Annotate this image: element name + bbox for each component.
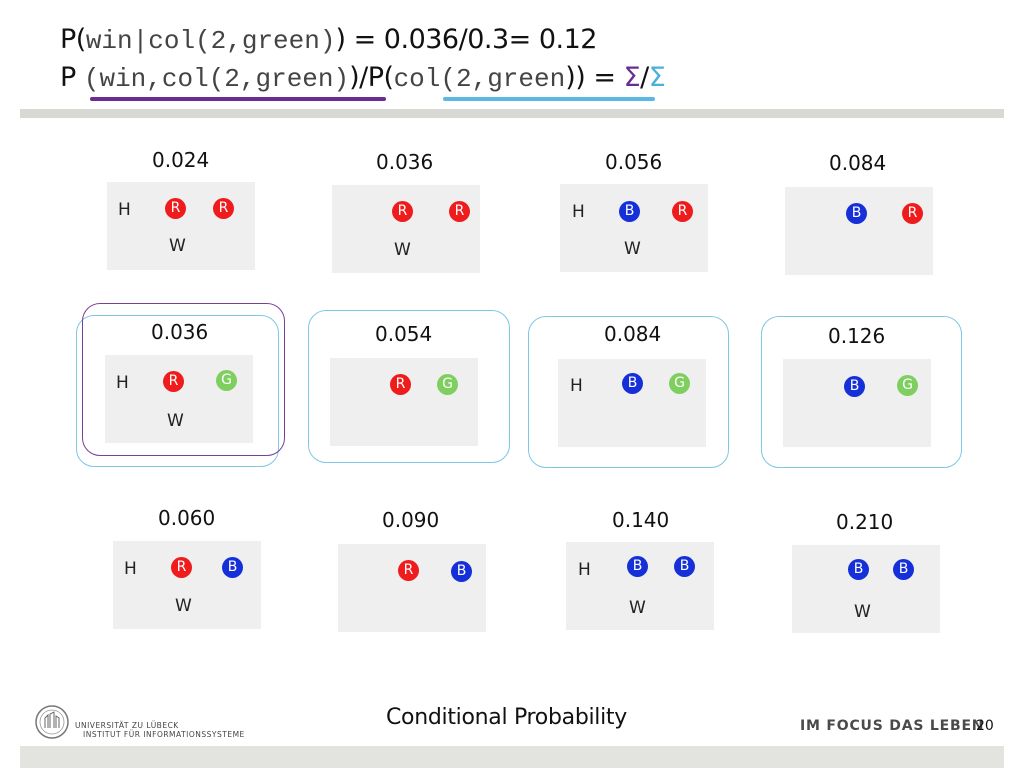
- equation-line-1: P(win|col(2,green)) = 0.036/0.3= 0.12: [60, 24, 597, 56]
- equation-line-2: P (win,col(2,green))/P(col(2,green)) = Σ…: [60, 62, 666, 94]
- ball-red: R: [672, 201, 693, 222]
- university-seal-icon: [35, 705, 69, 739]
- prob-label: 0.056: [605, 150, 663, 174]
- ball-red: R: [171, 557, 192, 578]
- footer-bar: [20, 746, 1004, 768]
- header-divider: [20, 109, 1004, 118]
- eq2-equals: =: [585, 62, 624, 93]
- prob-label: 0.036: [151, 320, 209, 344]
- eq2-p: P: [60, 62, 84, 93]
- eq2-marginal: col(2,green: [393, 64, 566, 94]
- eq1-result: = 0.036/0.3= 0.12: [345, 24, 598, 55]
- marginal-underline: [443, 97, 655, 101]
- sigma-blue: Σ: [648, 62, 666, 93]
- highlight-green-cell-4: [761, 316, 962, 468]
- prob-label: 0.140: [612, 508, 670, 532]
- ball-green: G: [216, 370, 237, 391]
- highlight-green-cell-2: [308, 310, 510, 463]
- eq1-close: ): [335, 24, 346, 55]
- university-motto: IM FOCUS DAS LEBEN: [800, 718, 985, 734]
- w-label: W: [394, 240, 411, 260]
- ball-blue: B: [893, 559, 914, 580]
- sigma-purple: Σ: [623, 62, 641, 93]
- joint-underline: [90, 97, 386, 101]
- highlight-green-cell-3: [528, 316, 729, 468]
- prob-label: 0.084: [604, 322, 662, 346]
- h-label: H: [572, 202, 585, 222]
- world-card: H B G: [558, 359, 706, 447]
- prob-label: 0.024: [152, 148, 210, 172]
- prob-label: 0.210: [836, 510, 894, 534]
- w-label: W: [167, 411, 184, 431]
- ball-blue: B: [674, 556, 695, 577]
- ball-green: G: [897, 375, 918, 396]
- ball-blue: B: [451, 561, 472, 582]
- h-label: H: [570, 376, 583, 396]
- world-card: B R: [785, 187, 933, 275]
- h-label: H: [118, 200, 131, 220]
- w-label: W: [175, 596, 192, 616]
- world-card: B G: [783, 359, 931, 447]
- prob-label: 0.084: [829, 151, 887, 175]
- university-name: UNIVERSITÄT ZU LÜBECK INSTITUT FÜR INFOR…: [75, 721, 245, 739]
- ball-red: R: [398, 560, 419, 581]
- highlight-green-cell-1: [76, 315, 279, 467]
- eq1-p: P(: [60, 24, 86, 55]
- ball-red: R: [163, 371, 184, 392]
- eq2-joint: (win,col(2,green): [83, 64, 350, 94]
- ball-blue: B: [619, 201, 640, 222]
- prob-label: 0.126: [828, 324, 886, 348]
- ball-blue: B: [622, 373, 643, 394]
- h-label: H: [124, 559, 137, 579]
- world-card: H B B W: [566, 542, 714, 630]
- page-number: 20: [976, 718, 994, 734]
- university-line-1: UNIVERSITÄT ZU LÜBECK: [75, 721, 179, 730]
- prob-label: 0.054: [375, 322, 433, 346]
- ball-blue: B: [846, 203, 867, 224]
- ball-red: R: [392, 201, 413, 222]
- ball-blue: B: [222, 557, 243, 578]
- slide-title: Conditional Probability: [386, 705, 627, 730]
- world-card: H R G W: [105, 355, 253, 443]
- ball-red: R: [902, 203, 923, 224]
- ball-green: G: [669, 373, 690, 394]
- w-label: W: [169, 236, 186, 256]
- eq1-conditional: win|col(2,green): [85, 26, 336, 56]
- ball-blue: B: [844, 376, 865, 397]
- world-card: H R B W: [113, 541, 261, 629]
- prob-label: 0.036: [376, 150, 434, 174]
- world-card: H R R W: [107, 182, 255, 270]
- prob-label: 0.090: [382, 508, 440, 532]
- ball-green: G: [437, 374, 458, 395]
- w-label: W: [854, 602, 871, 622]
- highlight-joint-cell: [82, 303, 285, 456]
- world-card: R B: [338, 544, 486, 632]
- ball-blue: B: [848, 559, 869, 580]
- h-label: H: [578, 560, 591, 580]
- eq2-mid: )/P(: [349, 62, 394, 93]
- w-label: W: [629, 598, 646, 618]
- ball-red: R: [165, 198, 186, 219]
- ball-red: R: [213, 198, 234, 219]
- eq2-close: )): [565, 62, 586, 93]
- ball-blue: B: [627, 556, 648, 577]
- university-line-2: INSTITUT FÜR INFORMATIONSSYSTEME: [83, 730, 245, 739]
- prob-label: 0.060: [158, 506, 216, 530]
- h-label: H: [116, 373, 129, 393]
- eq2-slash: /: [640, 62, 649, 93]
- world-card: R G: [330, 358, 478, 446]
- world-card: B B W: [792, 545, 940, 633]
- world-card: R R W: [332, 185, 480, 273]
- ball-red: R: [390, 374, 411, 395]
- ball-red: R: [449, 201, 470, 222]
- w-label: W: [624, 239, 641, 259]
- world-card: H B R W: [560, 184, 708, 272]
